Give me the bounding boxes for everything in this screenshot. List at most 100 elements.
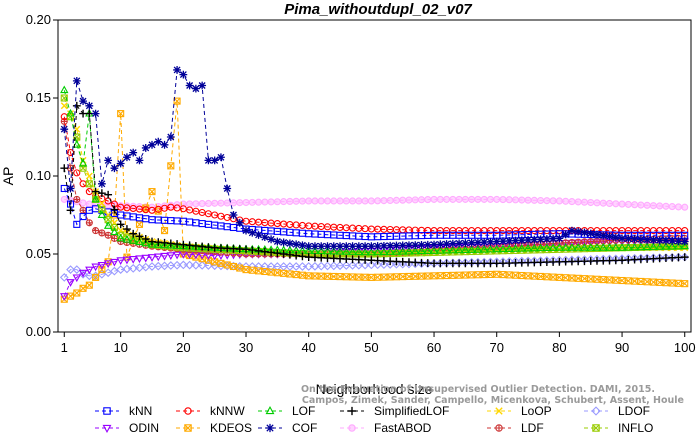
data-point [555, 197, 563, 205]
series-simplifiedlof [60, 101, 689, 268]
data-point [348, 242, 357, 251]
data-point [317, 242, 326, 251]
data-point [605, 232, 614, 241]
data-point [173, 97, 181, 105]
x-tick-label: 10 [113, 340, 127, 355]
y-tick-label: 0.10 [26, 168, 51, 183]
data-point [116, 159, 125, 168]
data-point [279, 238, 288, 247]
legend-label: COF [292, 421, 317, 434]
data-point [73, 220, 81, 228]
data-point [587, 198, 595, 207]
data-point [618, 200, 626, 208]
data-point [178, 260, 188, 270]
data-point [354, 247, 364, 256]
watermark-line-1: On the Evaluation of Unsupervised Outlie… [301, 384, 655, 395]
data-point [291, 262, 301, 271]
data-point [123, 153, 131, 162]
data-point [580, 243, 589, 251]
data-point [116, 220, 125, 229]
data-point [66, 108, 75, 117]
data-point [385, 247, 395, 255]
data-point [78, 158, 88, 167]
data-point [443, 195, 451, 203]
data-point [642, 242, 652, 251]
legend-item-odin: ODIN [95, 421, 159, 434]
data-point [317, 197, 325, 205]
data-point [254, 246, 263, 255]
data-point [267, 198, 275, 206]
data-point [280, 198, 288, 206]
data-point [172, 260, 182, 270]
data-point [404, 246, 414, 255]
data-point [260, 233, 269, 242]
data-point [110, 164, 119, 173]
data-point [329, 246, 338, 255]
data-point [561, 243, 570, 251]
data-point [348, 424, 356, 432]
legend-label: FastABOD [374, 421, 432, 434]
data-point [166, 133, 175, 141]
data-point [304, 242, 313, 251]
data-point [123, 225, 131, 233]
data-point [135, 232, 144, 241]
data-point [304, 262, 314, 271]
data-point [530, 235, 539, 244]
data-point [260, 262, 270, 271]
legend-item-simplifiedlof: SimplifiedLOF [340, 404, 449, 418]
data-point [184, 407, 192, 415]
data-point [91, 187, 100, 196]
data-point [310, 246, 320, 254]
data-point [135, 220, 144, 228]
data-point [360, 247, 370, 256]
data-point [347, 406, 357, 416]
data-point [60, 293, 69, 301]
data-point [153, 261, 163, 271]
data-point [73, 169, 81, 177]
data-point [192, 200, 200, 208]
data-point [448, 245, 458, 254]
data-point [398, 241, 407, 250]
data-point [92, 227, 100, 235]
data-point [184, 424, 192, 432]
data-point [568, 226, 576, 235]
data-point [611, 243, 621, 251]
x-tick-label: 70 [489, 340, 503, 355]
data-point [91, 109, 100, 118]
data-point [72, 274, 82, 283]
legend-item-fastabod: FastABOD [340, 421, 432, 434]
data-point [97, 261, 107, 270]
legend-label: kNN [129, 404, 152, 418]
series-knnw [60, 113, 689, 235]
data-point [292, 251, 301, 260]
data-point [97, 189, 106, 198]
data-point [467, 238, 476, 247]
data-point [474, 238, 482, 247]
data-point [562, 197, 570, 205]
data-point [298, 262, 307, 271]
data-point [336, 197, 344, 205]
data-point [72, 76, 81, 85]
series-line [63, 90, 685, 253]
data-point [104, 156, 113, 165]
data-point [417, 241, 426, 249]
data-point [286, 197, 294, 205]
data-point [536, 235, 545, 244]
data-point [511, 271, 520, 279]
y-axis: 0.00 0.05 0.10 0.15 0.20 [26, 12, 58, 339]
data-point [511, 236, 520, 245]
data-point [580, 228, 589, 237]
data-point [367, 197, 375, 205]
data-point [631, 201, 639, 209]
data-point [517, 243, 527, 252]
data-point [436, 245, 445, 254]
data-point [624, 200, 632, 208]
data-point [342, 242, 351, 251]
data-point [216, 261, 226, 271]
data-point [248, 228, 257, 237]
data-point [60, 184, 68, 193]
series-layer [59, 66, 690, 303]
data-point [599, 243, 608, 251]
data-point [624, 234, 633, 243]
data-point [495, 407, 503, 415]
